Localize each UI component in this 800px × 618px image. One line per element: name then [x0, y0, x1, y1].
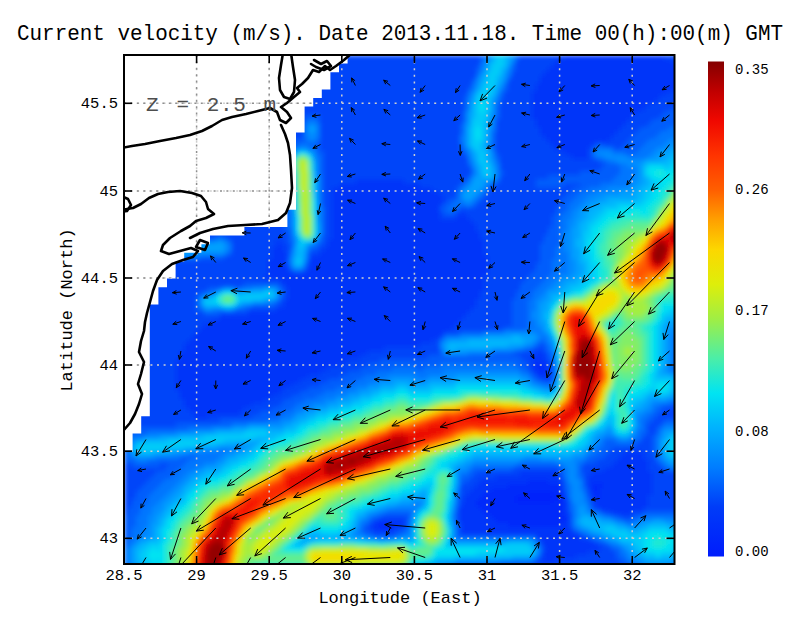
svg-text:0.17: 0.17 — [735, 303, 769, 319]
svg-text:0.00: 0.00 — [735, 544, 769, 560]
svg-text:45.5: 45.5 — [81, 95, 118, 113]
svg-text:0.35: 0.35 — [735, 62, 769, 78]
svg-text:0.26: 0.26 — [735, 182, 769, 198]
svg-text:30.5: 30.5 — [396, 567, 433, 585]
svg-text:0.08: 0.08 — [735, 424, 769, 440]
svg-text:44: 44 — [99, 357, 118, 375]
svg-text:31.5: 31.5 — [541, 567, 578, 585]
svg-text:29: 29 — [187, 567, 206, 585]
svg-text:32: 32 — [623, 567, 642, 585]
svg-text:Z = 2.5 m: Z = 2.5 m — [146, 94, 277, 117]
svg-text:45: 45 — [99, 183, 118, 201]
svg-text:Current velocity (m/s). Date 2: Current velocity (m/s). Date 2013.11.18.… — [17, 22, 783, 46]
svg-text:Longitude (East): Longitude (East) — [318, 589, 481, 608]
svg-text:28.5: 28.5 — [105, 567, 142, 585]
svg-text:44.5: 44.5 — [81, 270, 118, 288]
svg-text:30: 30 — [332, 567, 351, 585]
svg-text:43.5: 43.5 — [81, 443, 118, 461]
svg-text:43: 43 — [99, 530, 118, 548]
svg-text:29.5: 29.5 — [251, 567, 288, 585]
svg-text:31: 31 — [478, 567, 497, 585]
svg-text:Latitude (North): Latitude (North) — [58, 228, 77, 391]
